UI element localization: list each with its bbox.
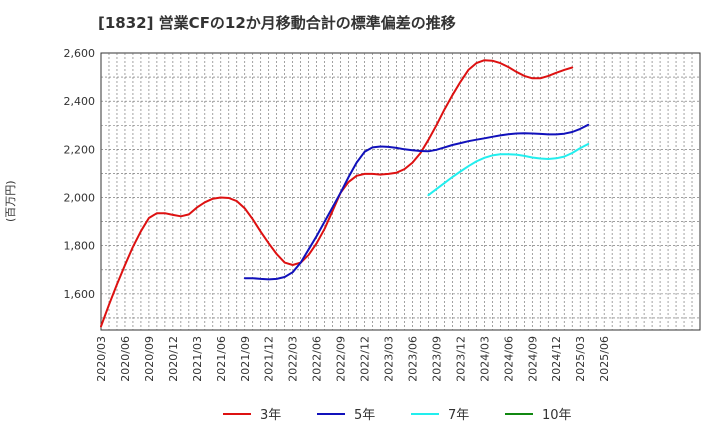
legend-label: 5年 — [354, 408, 375, 423]
x-tick-label: 2020/09 — [143, 336, 156, 382]
y-tick-label: 1,600 — [64, 288, 96, 301]
plot-area — [100, 52, 701, 331]
x-tick-label: 2023/06 — [406, 336, 419, 382]
series-line-5年 — [243, 123, 590, 281]
legend-label: 10年 — [542, 408, 572, 423]
x-tick-label: 2020/03 — [95, 336, 108, 382]
x-tick-label: 2024/03 — [478, 336, 491, 382]
x-tick-label: 2020/06 — [119, 336, 132, 382]
x-tick-label: 2024/06 — [502, 336, 515, 382]
y-tick-label: 2,000 — [64, 192, 96, 205]
x-tick-label: 2022/12 — [359, 336, 372, 382]
y-tick-label: 2,200 — [64, 143, 96, 156]
x-tick-label: 2021/12 — [263, 336, 276, 382]
chart-title: [1832] 営業CFの12か月移動合計の標準偏差の推移 — [98, 14, 456, 32]
x-tick-label: 2023/03 — [383, 336, 396, 382]
x-tick-label: 2023/09 — [430, 336, 443, 382]
legend-label: 7年 — [448, 408, 469, 423]
x-tick-label: 2025/03 — [574, 336, 587, 382]
x-tick-label: 2022/03 — [287, 336, 300, 382]
x-tick-label: 2020/12 — [167, 336, 180, 382]
y-tick-label: 2,600 — [64, 47, 96, 60]
x-tick-label: 2021/06 — [215, 336, 228, 382]
series-line-7年 — [427, 143, 590, 197]
x-tick-label: 2023/12 — [454, 336, 467, 382]
x-tick-label: 2021/03 — [191, 336, 204, 382]
x-tick-label: 2024/09 — [526, 336, 539, 382]
y-tick-label: 2,400 — [64, 95, 96, 108]
x-tick-label: 2022/09 — [335, 336, 348, 382]
x-tick-label: 2022/06 — [311, 336, 324, 382]
x-tick-label: 2021/09 — [239, 336, 252, 382]
legend-label: 3年 — [260, 408, 281, 423]
x-tick-label: 2025/06 — [598, 336, 611, 382]
x-tick-label: 2024/12 — [550, 336, 563, 382]
y-tick-label: 1,800 — [64, 240, 96, 253]
